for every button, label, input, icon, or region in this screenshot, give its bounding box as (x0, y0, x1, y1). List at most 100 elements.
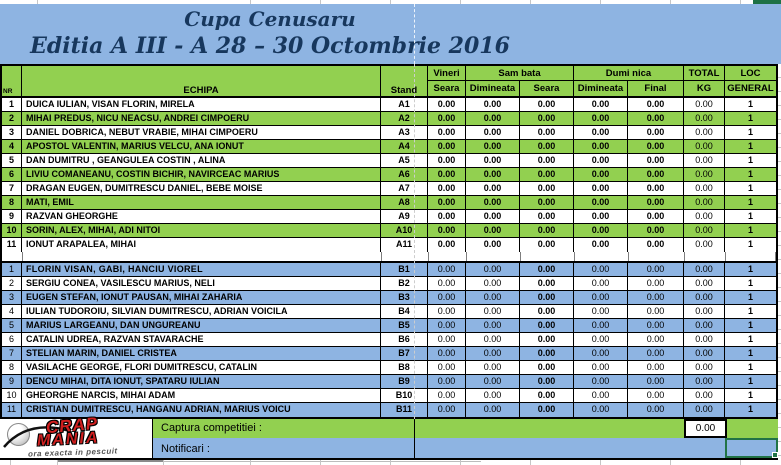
loc-general-cell[interactable]: 1 (747, 197, 753, 207)
stand-cell[interactable]: B10 (381, 389, 428, 402)
score-sambata-seara-cell[interactable]: 0.00 (520, 333, 574, 346)
header-sambata-seara[interactable]: Seara (520, 81, 574, 96)
stand-cell[interactable]: A5 (381, 154, 428, 167)
header-echipa[interactable]: ECHIPA (22, 66, 381, 96)
score-duminica-final-cell[interactable]: 0.00 (628, 333, 684, 346)
score-duminica-dimineata-cell[interactable]: 0.00 (574, 403, 628, 417)
header-vineri-seara[interactable]: Seara (428, 81, 466, 96)
score-duminica-final-cell[interactable]: 0.00 (628, 361, 684, 374)
total-kg-cell[interactable]: 0.00 (684, 224, 725, 237)
stand-cell[interactable]: B2 (381, 277, 428, 290)
header-kg[interactable]: KG (684, 81, 725, 96)
score-duminica-final-cell[interactable]: 0.00 (628, 291, 684, 304)
score-sambata-seara-cell[interactable]: 0.00 (520, 98, 574, 111)
score-sambata-seara-cell[interactable]: 0.00 (520, 140, 574, 153)
row-number-cell[interactable]: 10 (2, 389, 22, 402)
score-sambata-dimineata-cell[interactable]: 0.00 (466, 98, 520, 111)
header-duminica[interactable]: Dumi nica (574, 66, 684, 81)
team-name-cell[interactable]: MARIUS LARGEANU, DAN UNGUREANU (22, 319, 381, 332)
score-sambata-seara-cell[interactable]: 0.00 (520, 277, 574, 290)
score-sambata-seara-cell[interactable]: 0.00 (520, 347, 574, 360)
score-vineri-seara-cell[interactable]: 0.00 (428, 263, 466, 276)
score-vineri-seara-cell[interactable]: 0.00 (428, 112, 466, 125)
total-kg-cell[interactable]: 0.00 (684, 319, 725, 332)
score-duminica-dimineata-cell[interactable]: 0.00 (574, 263, 628, 276)
loc-general-cell[interactable]: 1 (747, 404, 753, 414)
score-duminica-final-cell[interactable]: 0.00 (628, 403, 684, 417)
score-sambata-dimineata-cell[interactable]: 0.00 (466, 361, 520, 374)
score-duminica-dimineata-cell[interactable]: 0.00 (574, 140, 628, 153)
total-kg-cell[interactable]: 0.00 (684, 168, 725, 181)
score-vineri-seara-cell[interactable]: 0.00 (428, 389, 466, 402)
score-sambata-seara-cell[interactable]: 0.00 (520, 112, 574, 125)
score-vineri-seara-cell[interactable]: 0.00 (428, 305, 466, 318)
selected-cell[interactable] (725, 438, 778, 458)
score-duminica-dimineata-cell[interactable]: 0.00 (574, 224, 628, 237)
stand-cell[interactable]: A10 (381, 224, 428, 237)
score-sambata-dimineata-cell[interactable]: 0.00 (466, 291, 520, 304)
score-vineri-seara-cell[interactable]: 0.00 (428, 168, 466, 181)
score-sambata-dimineata-cell[interactable]: 0.00 (466, 140, 520, 153)
score-sambata-dimineata-cell[interactable]: 0.00 (466, 168, 520, 181)
score-vineri-seara-cell[interactable]: 0.00 (428, 333, 466, 346)
loc-general-cell[interactable]: 1 (747, 127, 753, 137)
score-sambata-dimineata-cell[interactable]: 0.00 (466, 154, 520, 167)
score-vineri-seara-cell[interactable]: 0.00 (428, 126, 466, 139)
row-number-cell[interactable]: 3 (2, 291, 22, 304)
score-duminica-final-cell[interactable]: 0.00 (628, 98, 684, 111)
score-duminica-dimineata-cell[interactable]: 0.00 (574, 361, 628, 374)
score-duminica-final-cell[interactable]: 0.00 (628, 224, 684, 237)
score-duminica-final-cell[interactable]: 0.00 (628, 210, 684, 223)
score-sambata-dimineata-cell[interactable]: 0.00 (466, 238, 520, 252)
stand-cell[interactable]: B3 (381, 291, 428, 304)
score-sambata-seara-cell[interactable]: 0.00 (520, 224, 574, 237)
score-duminica-final-cell[interactable]: 0.00 (628, 347, 684, 360)
score-duminica-dimineata-cell[interactable]: 0.00 (574, 210, 628, 223)
score-duminica-dimineata-cell[interactable]: 0.00 (574, 291, 628, 304)
score-duminica-dimineata-cell[interactable]: 0.00 (574, 305, 628, 318)
score-sambata-dimineata-cell[interactable]: 0.00 (466, 375, 520, 388)
loc-general-cell[interactable]: 1 (747, 113, 753, 123)
row-number-cell[interactable]: 9 (2, 210, 22, 223)
loc-general-cell[interactable]: 1 (747, 141, 753, 151)
row-number-cell[interactable]: 8 (2, 361, 22, 374)
score-sambata-dimineata-cell[interactable]: 0.00 (466, 224, 520, 237)
row-number-cell[interactable]: 1 (2, 263, 22, 276)
row-number-cell[interactable]: 6 (2, 168, 22, 181)
team-name-cell[interactable]: STELIAN MARIN, DANIEL CRISTEA (22, 347, 381, 360)
score-duminica-dimineata-cell[interactable]: 0.00 (574, 126, 628, 139)
total-kg-cell[interactable]: 0.00 (684, 154, 725, 167)
loc-general-cell[interactable]: 1 (747, 225, 753, 235)
stand-cell[interactable]: B5 (381, 319, 428, 332)
stand-cell[interactable]: B1 (381, 263, 428, 276)
score-sambata-dimineata-cell[interactable]: 0.00 (466, 126, 520, 139)
score-sambata-dimineata-cell[interactable]: 0.00 (466, 403, 520, 417)
score-duminica-dimineata-cell[interactable]: 0.00 (574, 333, 628, 346)
score-vineri-seara-cell[interactable]: 0.00 (428, 403, 466, 417)
row-number-cell[interactable]: 8 (2, 196, 22, 209)
score-sambata-seara-cell[interactable]: 0.00 (520, 361, 574, 374)
stand-cell[interactable]: A11 (381, 238, 428, 252)
score-vineri-seara-cell[interactable]: 0.00 (428, 277, 466, 290)
score-duminica-dimineata-cell[interactable]: 0.00 (574, 154, 628, 167)
header-sambata-dimineata[interactable]: Dimineata (466, 81, 520, 96)
row-number-cell[interactable]: 2 (2, 277, 22, 290)
total-kg-cell[interactable]: 0.00 (684, 182, 725, 195)
score-sambata-dimineata-cell[interactable]: 0.00 (466, 182, 520, 195)
total-kg-cell[interactable]: 0.00 (684, 140, 725, 153)
loc-general-cell[interactable]: 1 (747, 278, 753, 288)
header-total[interactable]: TOTAL (684, 66, 725, 81)
score-sambata-dimineata-cell[interactable]: 0.00 (466, 277, 520, 290)
score-sambata-seara-cell[interactable]: 0.00 (520, 291, 574, 304)
stand-cell[interactable]: B6 (381, 333, 428, 346)
score-sambata-dimineata-cell[interactable]: 0.00 (466, 347, 520, 360)
team-name-cell[interactable]: DRAGAN EUGEN, DUMITRESCU DANIEL, BEBE MO… (22, 182, 381, 195)
stand-cell[interactable]: A3 (381, 126, 428, 139)
score-sambata-dimineata-cell[interactable]: 0.00 (466, 389, 520, 402)
score-vineri-seara-cell[interactable]: 0.00 (428, 361, 466, 374)
total-kg-cell[interactable]: 0.00 (684, 196, 725, 209)
score-duminica-final-cell[interactable]: 0.00 (628, 182, 684, 195)
score-sambata-seara-cell[interactable]: 0.00 (520, 126, 574, 139)
team-name-cell[interactable]: SERGIU CONEA, VASILESCU MARIUS, NELI (22, 277, 381, 290)
loc-general-cell[interactable]: 1 (747, 239, 753, 249)
